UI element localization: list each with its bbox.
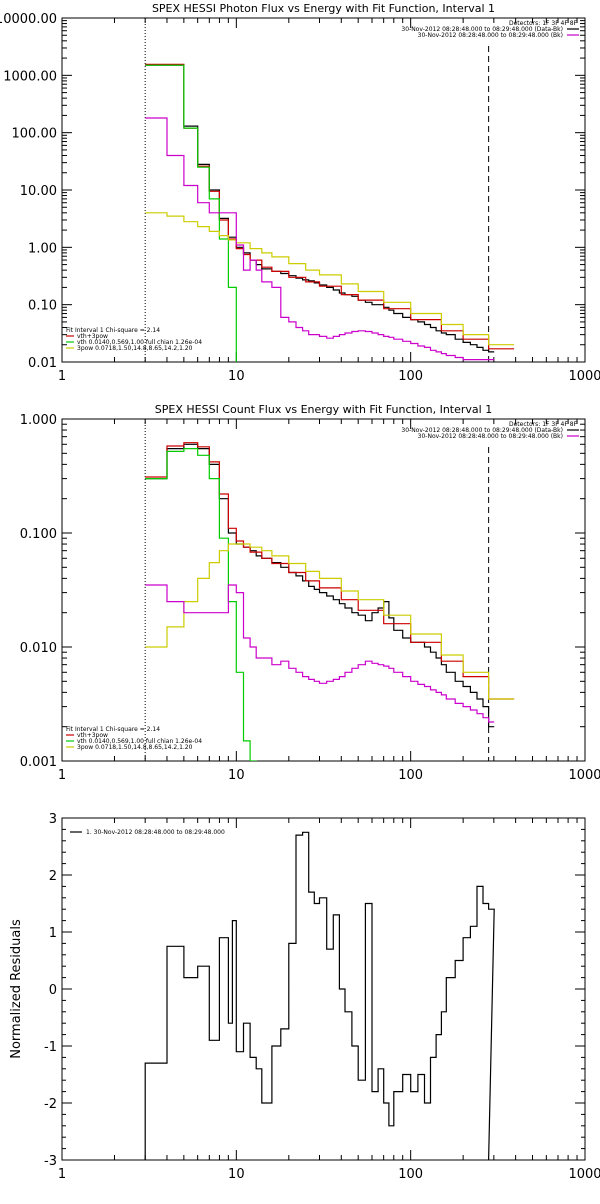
legend-entry: 1. 30-Nov-2012 08:28:48.000 to 08:29:48.…	[86, 829, 225, 836]
detectors-label: Detectors: 1F 3F 4F 8F	[509, 20, 578, 27]
x-tick-label: 100	[398, 768, 423, 783]
series-line-1	[144, 831, 495, 1160]
chart-title: SPEX HESSI Photon Flux vs Energy with Fi…	[152, 2, 495, 15]
series-line-2	[145, 63, 515, 350]
x-tick-label: 1000	[568, 768, 600, 783]
y-tick-label: -2	[44, 1097, 57, 1112]
y-tick-label: 1.00	[28, 241, 57, 256]
x-tick-label: 1000	[568, 1167, 600, 1182]
header-series-label: 30-Nov-2012 08:28:48.000 to 08:29:48.000…	[418, 433, 563, 440]
y-tick-label: 0.01	[28, 356, 57, 371]
series-line-1	[145, 64, 495, 353]
series-line-3	[145, 64, 237, 362]
detectors-label: Detectors: 1F 3F 4F 8F	[509, 421, 578, 428]
y-axis-label: Normalized Residuals	[9, 919, 24, 1059]
plot-frame	[61, 817, 586, 1161]
plot-frame	[61, 17, 586, 363]
x-tick-label: 10	[228, 768, 245, 783]
x-tick-label: 1000	[568, 369, 600, 384]
y-tick-label: 3	[49, 812, 57, 827]
legend-entry: vth 0.0140,0.569,1.00 full chian 1.26e-0…	[77, 738, 202, 745]
x-tick-label: 10	[228, 1167, 245, 1182]
chart-panel-1: SPEX HESSI Photon Flux vs Energy with Fi…	[0, 2, 600, 384]
series-line-4	[145, 212, 515, 346]
legend-entry: vth+3pow	[77, 333, 108, 340]
x-tick-label: 100	[398, 1167, 423, 1182]
chart-title: SPEX HESSI Count Flux vs Energy with Fit…	[155, 403, 492, 416]
y-tick-label: 0.100	[20, 527, 57, 542]
legend-entry: vth+3pow	[77, 732, 108, 739]
x-tick-label: 100	[398, 369, 423, 384]
series-group	[145, 442, 515, 761]
y-tick-label: 1	[49, 926, 57, 941]
fit-legend-header: Fit Interval 1 Chi-square = 2.14	[66, 726, 160, 733]
fit-legend-header: Fit Interval 1 Chi-square = 2.14	[66, 327, 160, 334]
legend-entry: 3pow 0.0718,1.50,14.8,8.65,14.2,1.20	[77, 744, 193, 751]
y-tick-label: 0.001	[20, 755, 57, 770]
legend-entry: 3pow 0.0718,1.50,14.8,8.65,14.2,1.20	[77, 345, 193, 352]
series-group	[145, 63, 515, 362]
header-series-label: 30-Nov-2012 08:28:48.000 to 08:29:48.000…	[418, 32, 563, 39]
series-line-5	[145, 584, 495, 723]
y-tick-label: 2	[49, 869, 57, 884]
y-tick-label: 1000.00	[3, 69, 57, 84]
series-group	[144, 831, 495, 1160]
y-tick-label: 10000.00	[0, 12, 57, 27]
chart-panel-2: SPEX HESSI Count Flux vs Energy with Fit…	[20, 403, 600, 783]
legend-entry: vth 0.0140,0.569,1.00 full chian 1.26e-0…	[77, 339, 202, 346]
series-line-2	[145, 442, 515, 700]
series-line-3	[145, 448, 257, 761]
header-series-label: 30-Nov-2012 08:28:48.000 to 08:29:48.000…	[401, 26, 563, 33]
y-tick-label: -1	[44, 1040, 57, 1055]
y-tick-label: 100.00	[12, 127, 58, 142]
y-tick-label: 0	[49, 983, 57, 998]
header-series-label: 30-Nov-2012 08:28:48.000 to 08:29:48.000…	[401, 427, 563, 434]
plot-frame	[61, 418, 586, 762]
series-line-5	[145, 117, 495, 361]
x-tick-label: 10	[228, 369, 245, 384]
y-tick-label: 0.10	[28, 299, 57, 314]
y-tick-label: -3	[44, 1154, 57, 1169]
y-tick-label: 0.010	[20, 641, 57, 656]
x-tick-label: 1	[58, 1167, 66, 1182]
x-tick-label: 1	[58, 768, 66, 783]
y-tick-label: 1.000	[20, 413, 57, 428]
y-tick-label: 10.00	[20, 184, 57, 199]
series-line-4	[145, 543, 515, 700]
x-tick-label: 1	[58, 369, 66, 384]
series-line-1	[145, 443, 495, 728]
